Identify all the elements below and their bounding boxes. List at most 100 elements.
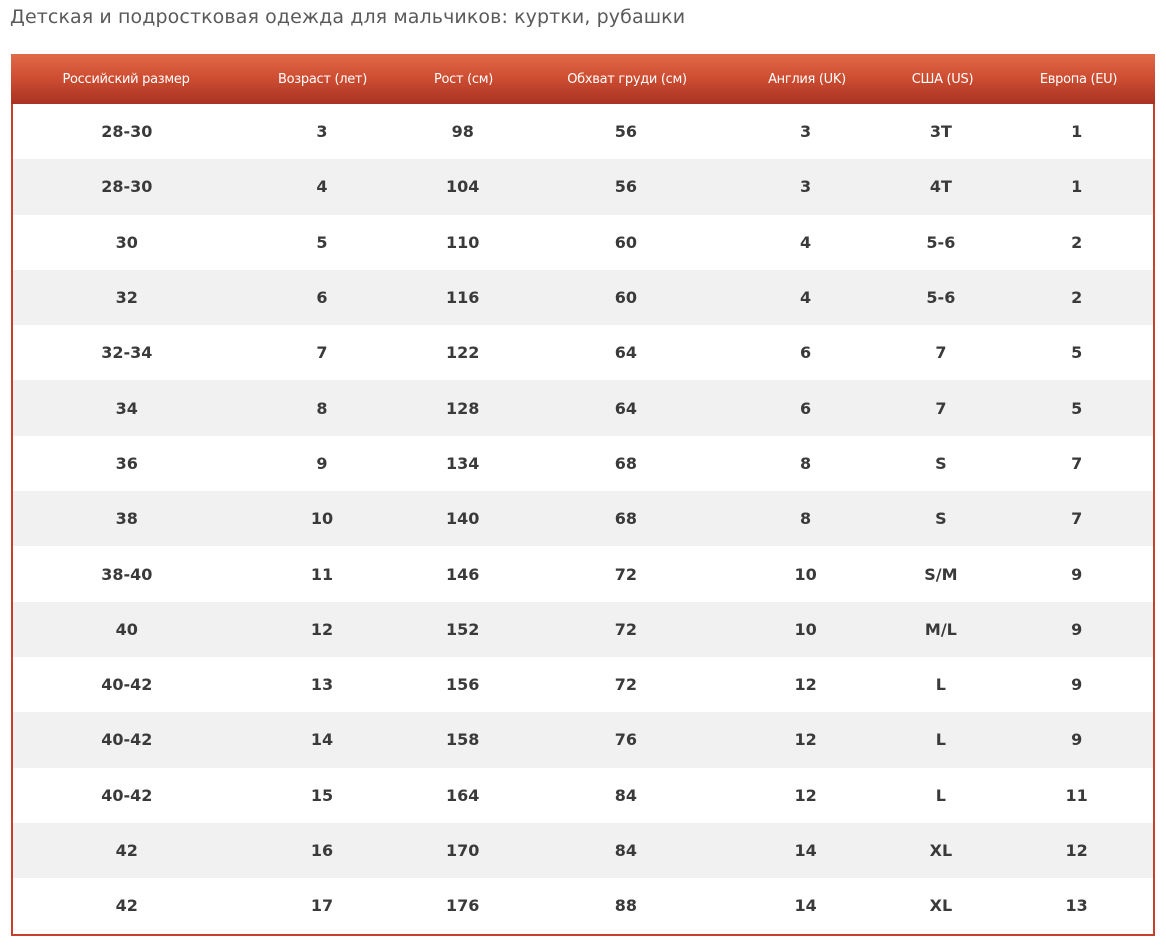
table-row: 40-42 14 158 76 12 L 9 (13, 712, 1153, 768)
cell-eu: 1 (1071, 177, 1083, 197)
cell-russian-size: 28-30 (101, 177, 153, 197)
table-row: 40-42 13 156 72 12 L 9 (13, 656, 1153, 713)
cell-russian-size: 42 (115, 841, 138, 860)
cell-russian-size: 30 (115, 232, 138, 252)
cell-eu: 7 (1071, 509, 1083, 529)
cell-chest: 64 (614, 398, 638, 418)
cell-height: 170 (446, 841, 480, 860)
header-height: Рост (см) (433, 71, 494, 87)
cell-eu: 13 (1065, 896, 1088, 916)
cell-height: 164 (446, 785, 480, 805)
cell-eu: 5 (1071, 343, 1083, 363)
cell-us: 7 (935, 398, 947, 418)
header-eu: Европа (EU) (1039, 71, 1118, 87)
cell-us: S/M (924, 564, 958, 584)
cell-us: L (935, 730, 946, 750)
cell-chest: 72 (614, 564, 638, 584)
cell-chest: 56 (614, 122, 638, 142)
table-row: 32 6 116 60 4 5-6 2 (13, 269, 1153, 326)
cell-age: 12 (310, 619, 334, 639)
table-row: 28-30 3 98 56 3 3T 1 (13, 104, 1153, 160)
cell-uk: 12 (794, 730, 817, 750)
table-row: 32-34 7 122 64 6 7 5 (13, 325, 1153, 381)
table-row: 36 9 134 68 8 S 7 (13, 435, 1153, 492)
cell-height: 110 (446, 232, 480, 252)
cell-chest: 88 (614, 896, 638, 916)
cell-age: 16 (310, 841, 334, 860)
page-title: Детская и подростковая одежда для мальчи… (10, 6, 686, 28)
cell-us: 3T (929, 122, 952, 142)
cell-eu: 7 (1071, 453, 1083, 473)
cell-age: 11 (310, 564, 334, 584)
cell-chest: 68 (614, 453, 638, 473)
cell-age: 7 (316, 343, 328, 363)
table-row: 28-30 4 104 56 3 4T 1 (13, 159, 1153, 215)
cell-height: 104 (446, 177, 480, 197)
size-table-header: Российский размер Возраст (лет) Рост (см… (11, 54, 1155, 104)
cell-height: 158 (446, 730, 480, 750)
cell-russian-size: 28-30 (101, 122, 153, 142)
cell-chest: 68 (614, 509, 638, 529)
cell-uk: 6 (800, 398, 812, 418)
cell-eu: 12 (1065, 841, 1088, 860)
table-row: 42 16 170 84 14 XL 12 (13, 822, 1153, 879)
cell-us: XL (929, 841, 953, 860)
cell-uk: 8 (800, 453, 812, 473)
cell-us: S (935, 509, 947, 529)
cell-height: 116 (446, 288, 480, 308)
cell-russian-size: 36 (115, 453, 138, 473)
table-row: 40 12 152 72 10 M/L 9 (13, 601, 1153, 657)
cell-eu: 9 (1071, 564, 1083, 584)
cell-russian-size: 40-42 (101, 730, 153, 750)
cell-russian-size: 32 (115, 288, 138, 308)
cell-uk: 3 (800, 122, 812, 142)
cell-age: 5 (316, 232, 328, 252)
cell-height: 176 (446, 896, 480, 916)
cell-uk: 8 (800, 509, 812, 529)
header-uk: Англия (UK) (768, 71, 846, 87)
cell-age: 4 (316, 177, 328, 197)
cell-chest: 60 (614, 232, 638, 252)
cell-russian-size: 38 (115, 509, 138, 529)
cell-russian-size: 32-34 (101, 343, 153, 363)
header-chest: Обхват груди (см) (567, 71, 687, 87)
cell-chest: 56 (614, 177, 638, 197)
table-row: 42 17 176 88 14 XL 13 (13, 878, 1153, 934)
cell-uk: 10 (794, 564, 817, 584)
cell-chest: 72 (614, 619, 638, 639)
cell-eu: 9 (1071, 730, 1083, 750)
cell-us: 7 (935, 343, 947, 363)
table-row: 38 10 140 68 8 S 7 (13, 491, 1153, 547)
cell-us: 5-6 (926, 288, 956, 308)
cell-height: 128 (446, 398, 480, 418)
cell-uk: 14 (794, 841, 817, 860)
cell-uk: 12 (794, 785, 817, 805)
cell-height: 98 (451, 122, 474, 142)
cell-eu: 9 (1071, 619, 1083, 639)
cell-chest: 76 (614, 730, 638, 750)
cell-uk: 10 (794, 619, 817, 639)
cell-age: 13 (310, 675, 334, 695)
cell-uk: 6 (800, 343, 812, 363)
cell-uk: 12 (794, 675, 817, 695)
cell-height: 152 (446, 619, 480, 639)
cell-eu: 5 (1071, 398, 1083, 418)
cell-height: 140 (446, 509, 480, 529)
cell-russian-size: 34 (115, 398, 138, 418)
cell-uk: 4 (800, 232, 812, 252)
table-row: 34 8 128 64 6 7 5 (13, 380, 1153, 436)
cell-age: 6 (316, 288, 328, 308)
cell-uk: 14 (794, 896, 817, 916)
cell-height: 134 (446, 453, 480, 473)
cell-eu: 1 (1071, 122, 1083, 142)
cell-russian-size: 40-42 (101, 675, 153, 695)
cell-russian-size: 40 (115, 619, 138, 639)
header-age: Возраст (лет) (278, 71, 367, 87)
table-row: 30 5 110 60 4 5-6 2 (13, 214, 1153, 270)
cell-us: 4T (929, 177, 952, 197)
cell-age: 3 (316, 122, 328, 142)
cell-chest: 64 (614, 343, 638, 363)
cell-eu: 2 (1071, 232, 1083, 252)
cell-chest: 84 (614, 785, 638, 805)
cell-age: 17 (310, 896, 334, 916)
